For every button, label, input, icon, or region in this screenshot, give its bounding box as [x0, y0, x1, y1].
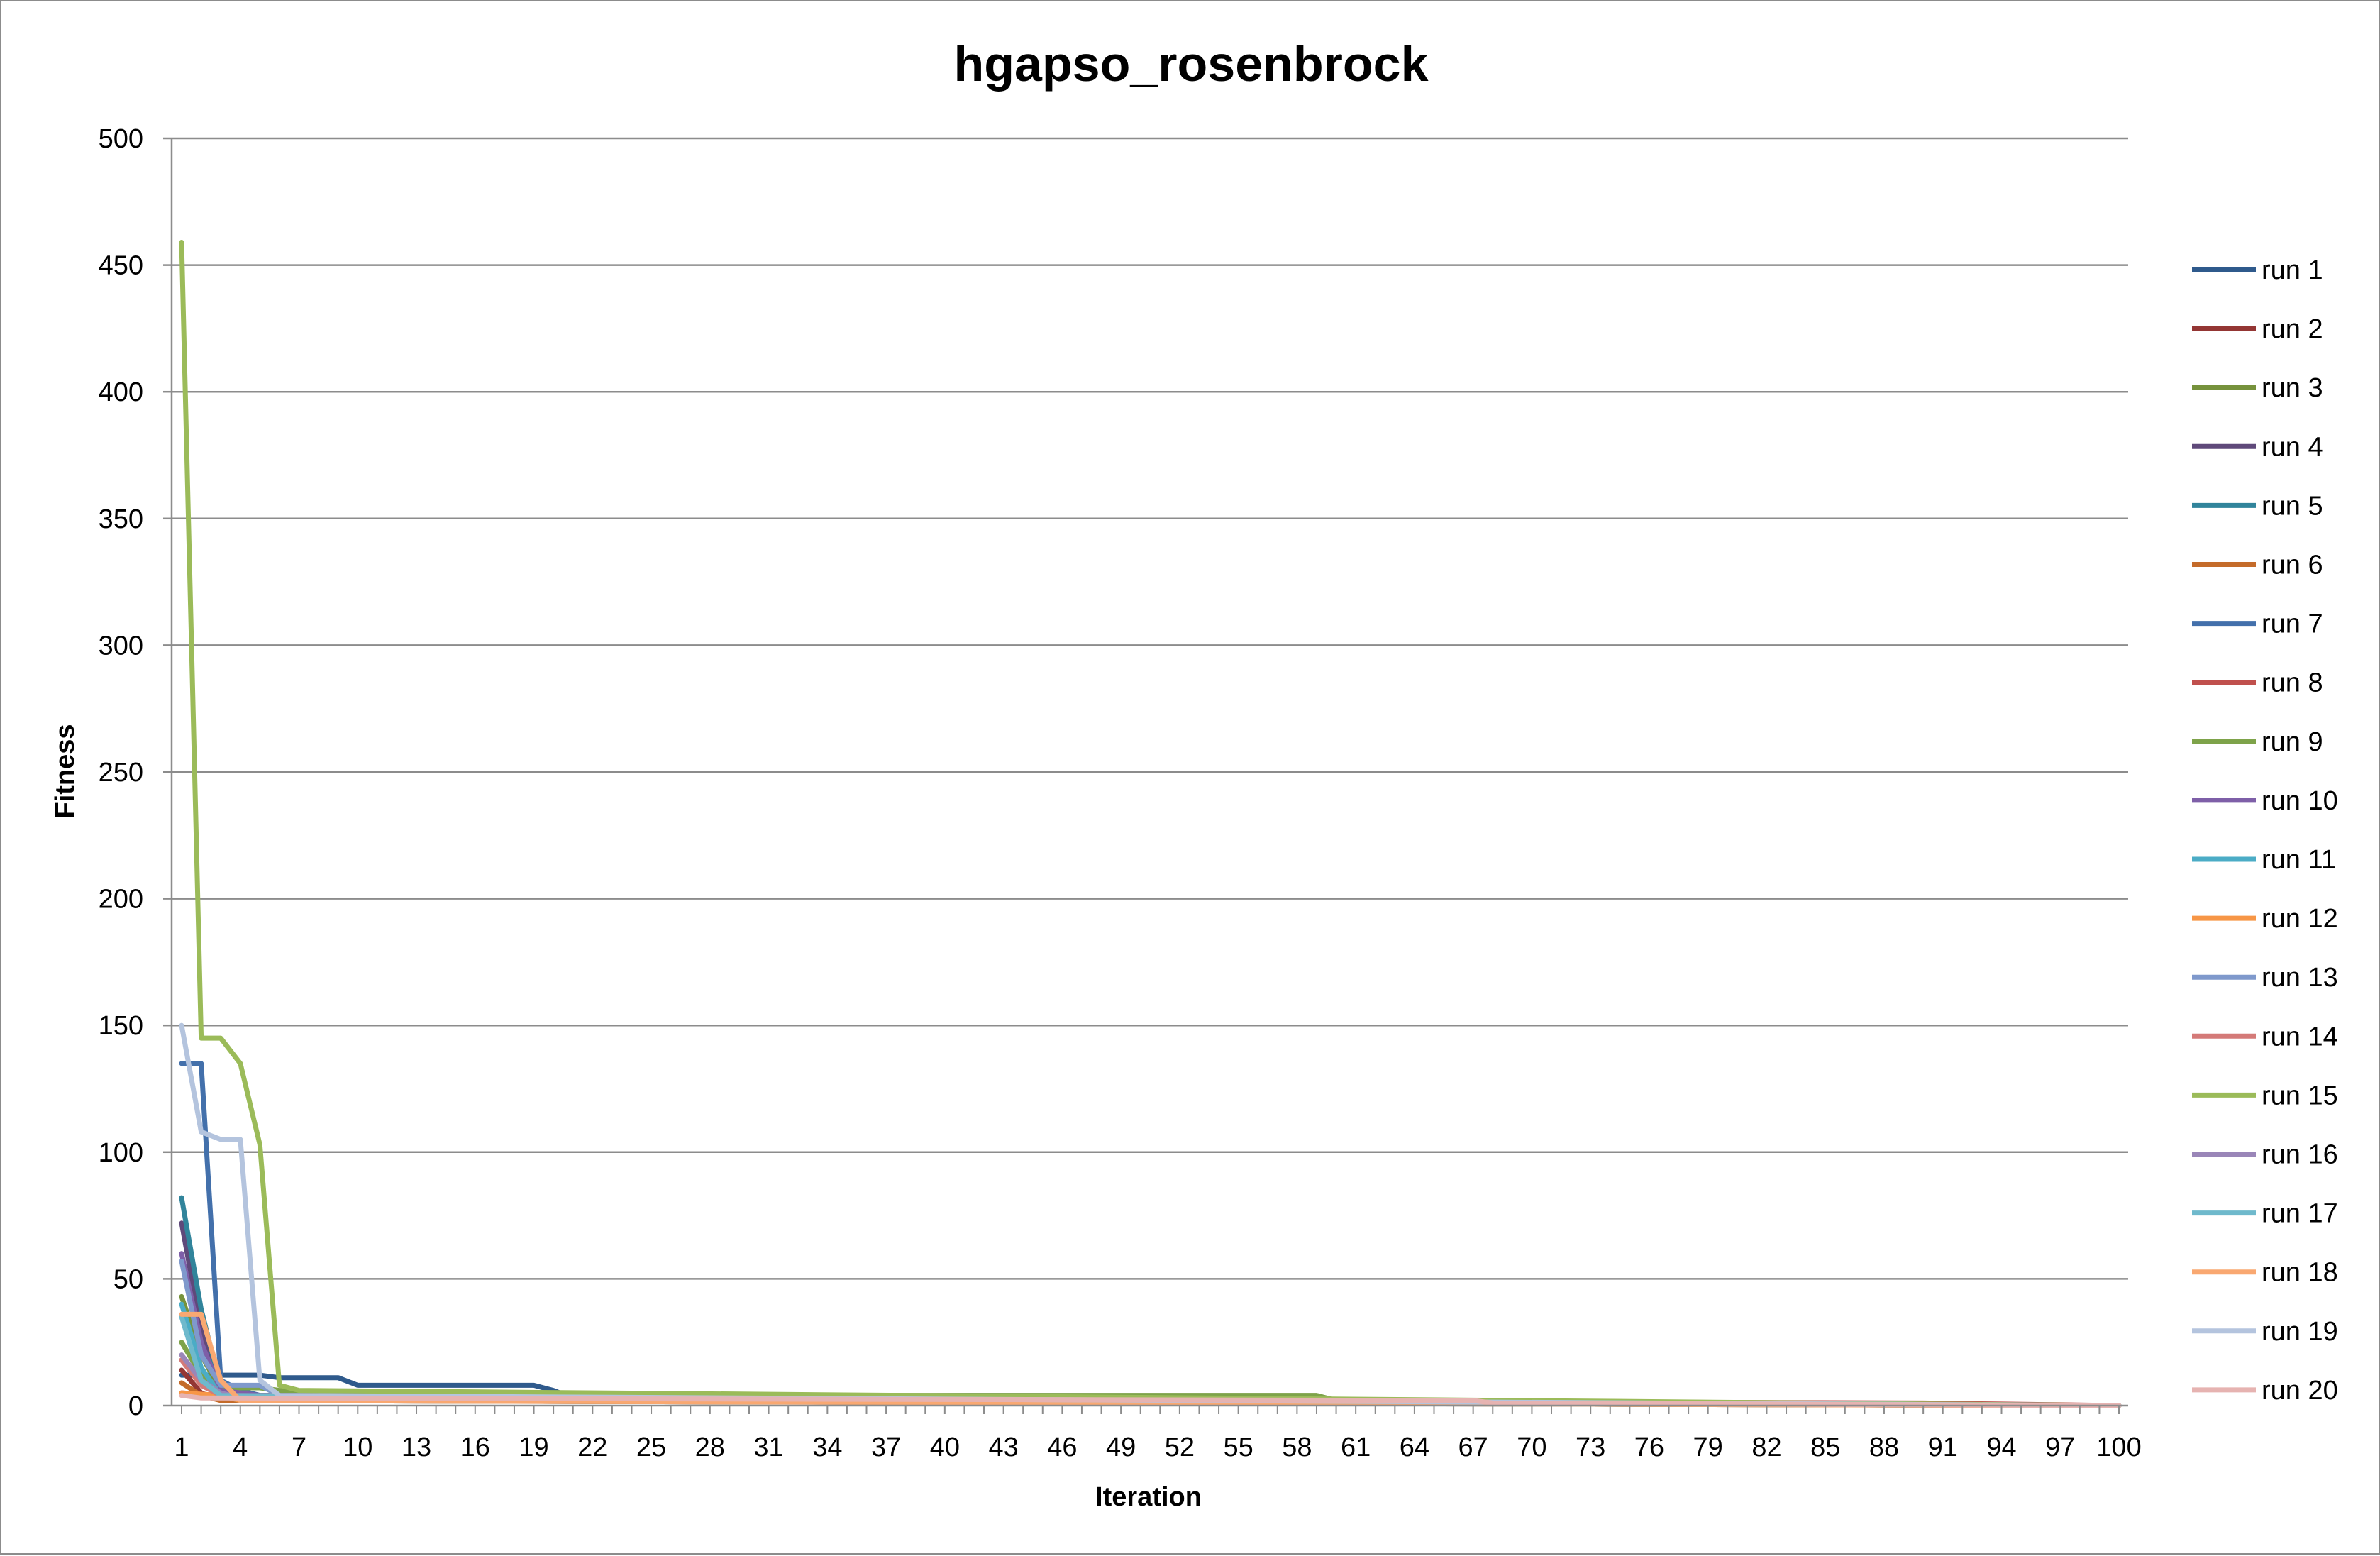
series-line-run-18: [179, 1311, 2122, 1408]
legend-label-run-17: run 17: [2262, 1199, 2338, 1229]
x-tick-labels: 1 4 7 10 13 16 19 22 25 28 31 34 37 40 43 46 49 52 55 58 61 6…: [174, 1433, 2141, 1462]
series-line-run-4: [179, 1220, 2122, 1408]
x-tick-label: 88: [1869, 1433, 1899, 1462]
x-tick-label: 16: [460, 1433, 490, 1462]
y-tick-label: 250: [99, 758, 143, 788]
legend-label-run-8: run 8: [2262, 668, 2323, 698]
axes: [170, 138, 2128, 1414]
y-tick-label: 0: [128, 1391, 143, 1421]
legend-label-run-5: run 5: [2262, 491, 2323, 521]
legend-label-run-10: run 10: [2262, 786, 2338, 816]
y-tick-label: 200: [99, 885, 143, 915]
series-line-run-5: [179, 1195, 2122, 1408]
legend-label-run-3: run 3: [2262, 373, 2323, 403]
x-tick-label: 85: [1810, 1433, 1840, 1462]
y-tick-label: 400: [99, 377, 143, 407]
legend: run 1 run 2 run 3 run 4 run 5 run 6 run 7 run 8…: [2192, 255, 2338, 1406]
x-tick-label: 49: [1106, 1433, 1136, 1462]
legend-label-run-6: run 6: [2262, 551, 2323, 580]
y-tick-label: 350: [99, 504, 143, 534]
x-tick-label: 58: [1282, 1433, 1312, 1462]
series-line-run-3: [179, 1293, 2122, 1408]
x-tick-label: 13: [402, 1433, 431, 1462]
x-tick-label: 43: [988, 1433, 1018, 1462]
x-tick-label: 10: [343, 1433, 372, 1462]
legend-label-run-1: run 1: [2262, 255, 2323, 285]
x-tick-label: 94: [1986, 1433, 2016, 1462]
series-line-run-20: [179, 1393, 2122, 1408]
y-axis-title: Fitness: [50, 724, 80, 818]
legend-label-run-14: run 14: [2262, 1022, 2338, 1052]
y-tick-label: 500: [99, 124, 143, 154]
y-tick-label: 100: [99, 1138, 143, 1168]
x-tick-label: 52: [1165, 1433, 1195, 1462]
legend-label-run-9: run 9: [2262, 727, 2323, 757]
x-tick-label: 37: [871, 1433, 901, 1462]
legend-label-run-13: run 13: [2262, 963, 2338, 993]
x-tick-label: 67: [1459, 1433, 1488, 1462]
gridlines: [163, 137, 2128, 1407]
y-tick-label: 50: [114, 1264, 143, 1294]
x-tick-label: 19: [519, 1433, 548, 1462]
x-axis-title: Iteration: [1095, 1482, 1202, 1512]
legend-label-run-18: run 18: [2262, 1258, 2338, 1288]
x-tick-label: 22: [577, 1433, 607, 1462]
series-line-run-19: [179, 1022, 2122, 1408]
x-tick-label: 7: [292, 1433, 306, 1462]
legend-label-run-16: run 16: [2262, 1140, 2338, 1170]
x-tick-label: 70: [1517, 1433, 1546, 1462]
x-tick-label: 4: [233, 1433, 248, 1462]
series-line-run-7: [179, 1061, 2122, 1408]
legend-label-run-11: run 11: [2262, 845, 2336, 875]
x-tick-label: 64: [1400, 1433, 1429, 1462]
legend-label-run-4: run 4: [2262, 432, 2323, 462]
legend-label-run-2: run 2: [2262, 314, 2323, 344]
y-tick-label: 300: [99, 631, 143, 661]
series-line-run-10: [179, 1251, 2122, 1408]
x-tick-label: 100: [2096, 1433, 2141, 1462]
x-tick-label: 97: [2045, 1433, 2075, 1462]
x-tick-label: 40: [930, 1433, 960, 1462]
x-tick-label: 1: [174, 1433, 189, 1462]
y-tick-label: 150: [99, 1011, 143, 1041]
y-tick-label: 450: [99, 251, 143, 281]
legend-label-run-20: run 20: [2262, 1376, 2338, 1406]
x-tick-label: 82: [1751, 1433, 1781, 1462]
series-lines: [179, 240, 2122, 1408]
legend-label-run-15: run 15: [2262, 1081, 2338, 1110]
x-tick-label: 25: [636, 1433, 666, 1462]
x-tick-label: 76: [1634, 1433, 1664, 1462]
series-line-run-15: [179, 240, 2122, 1408]
x-tick-label: 91: [1928, 1433, 1958, 1462]
x-tick-label: 55: [1223, 1433, 1253, 1462]
x-tick-label: 46: [1047, 1433, 1077, 1462]
legend-label-run-19: run 19: [2262, 1317, 2338, 1347]
x-tick-label: 61: [1341, 1433, 1371, 1462]
x-tick-label: 31: [753, 1433, 783, 1462]
chart-title: hgapso_rosenbrock: [953, 36, 1428, 92]
x-tick-label: 73: [1576, 1433, 1605, 1462]
x-tick-label: 34: [812, 1433, 842, 1462]
x-tick-label: 28: [695, 1433, 725, 1462]
x-tick-label: 79: [1693, 1433, 1723, 1462]
legend-label-run-12: run 12: [2262, 904, 2338, 934]
y-tick-labels: 0 50 100 150 200 250 300 350 400 450 500: [99, 124, 143, 1421]
legend-label-run-7: run 7: [2262, 609, 2323, 639]
